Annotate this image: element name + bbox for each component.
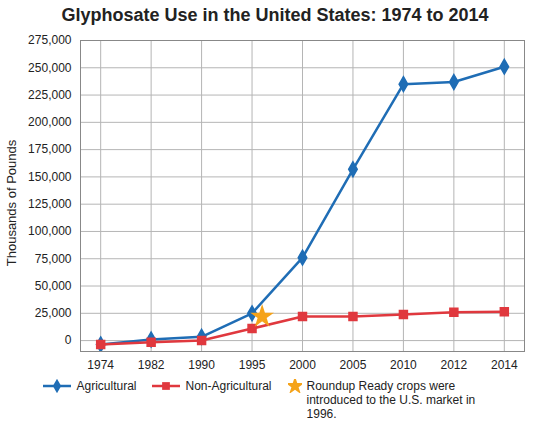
svg-text:1990: 1990 — [188, 358, 215, 372]
svg-text:100,000: 100,000 — [28, 224, 72, 238]
svg-text:1982: 1982 — [138, 358, 165, 372]
svg-text:200,000: 200,000 — [28, 115, 72, 129]
html-text:Roundup Ready crops were intro: Roundup Ready crops were introduced to t… — [306, 379, 476, 421]
svg-text:150,000: 150,000 — [28, 170, 72, 184]
html-text:Glyphosate Use in the United S: Glyphosate Use in the United States: 197… — [61, 5, 489, 25]
svg-text:1995: 1995 — [239, 358, 266, 372]
svg-text:2005: 2005 — [340, 358, 367, 372]
svg-text:250,000: 250,000 — [28, 61, 72, 75]
svg-text:25,000: 25,000 — [35, 306, 72, 320]
html-text:Thousands of Pounds: Thousands of Pounds — [3, 139, 19, 266]
svg-text:225,000: 225,000 — [28, 88, 72, 102]
svg-text:2014: 2014 — [491, 358, 518, 372]
html-text:Non-Agricultural: Non-Agricultural — [185, 379, 272, 393]
svg-text:2000: 2000 — [289, 358, 316, 372]
svg-text:2012: 2012 — [441, 358, 468, 372]
html-text:Agricultural: Agricultural — [76, 379, 137, 393]
svg-text:50,000: 50,000 — [35, 279, 72, 293]
svg-text:1974: 1974 — [87, 358, 114, 372]
svg-text:75,000: 75,000 — [35, 252, 72, 266]
svg-text:2010: 2010 — [390, 358, 417, 372]
svg-text:175,000: 175,000 — [28, 142, 72, 156]
svg-text:125,000: 125,000 — [28, 197, 72, 211]
svg-text:275,000: 275,000 — [28, 33, 72, 47]
svg-text:0: 0 — [65, 333, 72, 347]
